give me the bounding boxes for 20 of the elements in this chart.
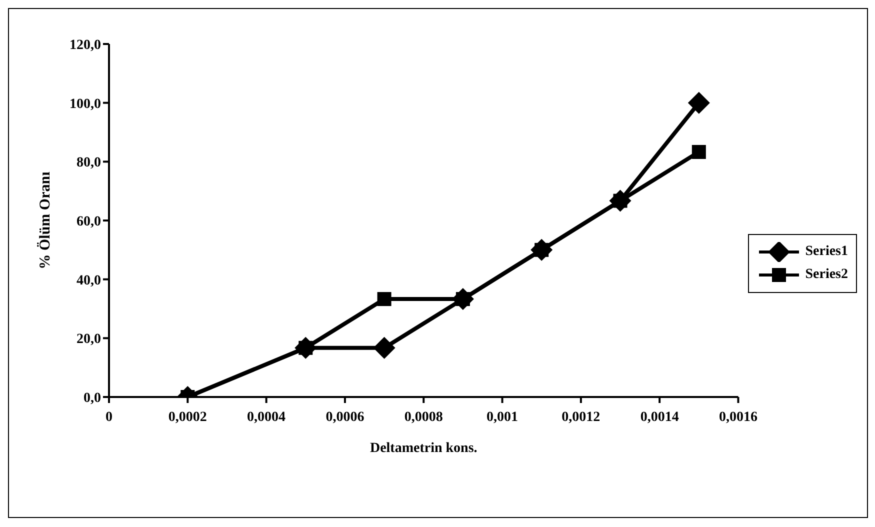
x-tick-label: 0,001 [486, 410, 518, 425]
y-tick-label: 80,0 [76, 156, 101, 171]
x-tick-label: 0,0006 [326, 410, 364, 425]
y-tick-label: 60,0 [76, 214, 101, 230]
y-tick-label: 40,0 [76, 273, 101, 288]
y-axis-title: % Ölüm Oranı [36, 172, 54, 270]
x-tick-label: 0,0008 [404, 410, 443, 425]
legend-label: Series2 [805, 266, 848, 282]
x-tick-label: 0,0004 [247, 410, 286, 425]
legend-label: Series1 [805, 244, 848, 260]
y-tick-label: 120,0 [70, 38, 101, 53]
x-tick-label: 0,0002 [168, 410, 207, 425]
y-tick-label: 0,0 [84, 390, 101, 406]
y-tick-label: 20,0 [76, 332, 101, 348]
x-tick-label: 0 [106, 410, 112, 425]
y-tick-label: 100,0 [70, 96, 101, 112]
x-tick-label: 0,0014 [640, 410, 679, 425]
x-tick-label: 0,0012 [562, 410, 600, 425]
x-tick-label: 0,0016 [718, 410, 758, 425]
x-axis-title: Deltametrin kons. [370, 441, 478, 456]
